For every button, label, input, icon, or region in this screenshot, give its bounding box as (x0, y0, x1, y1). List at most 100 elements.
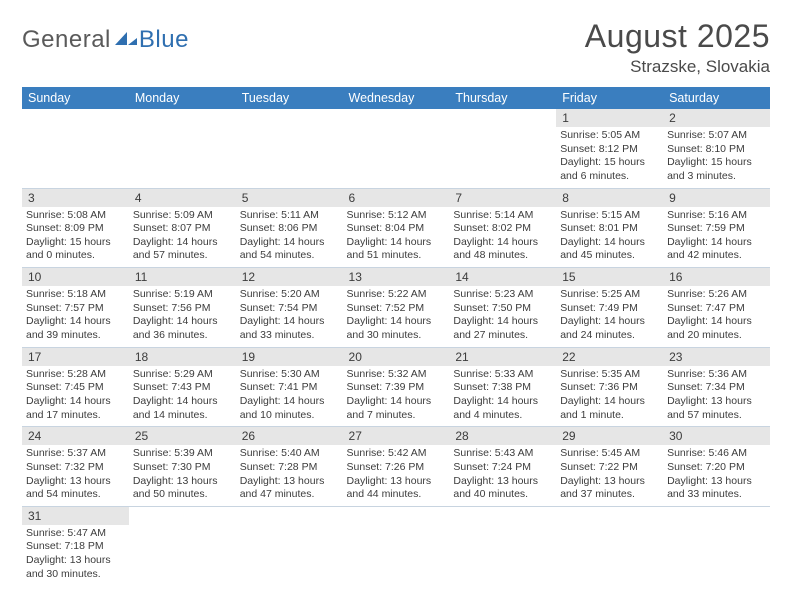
weekday-header: Thursday (449, 87, 556, 109)
day-line-d1: Daylight: 13 hours (667, 395, 766, 409)
calendar-cell: 14Sunrise: 5:23 AMSunset: 7:50 PMDayligh… (449, 268, 556, 348)
day-line-ss: Sunset: 7:39 PM (347, 381, 446, 395)
day-line-d2: and 3 minutes. (667, 170, 766, 184)
empty-daynum (129, 109, 236, 127)
day-line-sr: Sunrise: 5:05 AM (560, 129, 659, 143)
calendar-cell: 13Sunrise: 5:22 AMSunset: 7:52 PMDayligh… (343, 268, 450, 348)
day-line-d1: Daylight: 14 hours (453, 395, 552, 409)
day-number: 22 (556, 348, 663, 366)
day-number: 18 (129, 348, 236, 366)
day-line-d1: Daylight: 14 hours (347, 315, 446, 329)
day-line-d2: and 39 minutes. (26, 329, 125, 343)
day-line-sr: Sunrise: 5:14 AM (453, 209, 552, 223)
day-number: 27 (343, 427, 450, 445)
day-number: 21 (449, 348, 556, 366)
day-line-ss: Sunset: 7:57 PM (26, 302, 125, 316)
day-details: Sunrise: 5:15 AMSunset: 8:01 PMDaylight:… (556, 207, 663, 268)
day-line-ss: Sunset: 7:20 PM (667, 461, 766, 475)
calendar-cell: 27Sunrise: 5:42 AMSunset: 7:26 PMDayligh… (343, 427, 450, 507)
day-details: Sunrise: 5:28 AMSunset: 7:45 PMDaylight:… (22, 366, 129, 427)
day-line-ss: Sunset: 8:10 PM (667, 143, 766, 157)
empty-daynum (343, 109, 450, 127)
day-line-ss: Sunset: 8:09 PM (26, 222, 125, 236)
day-line-ss: Sunset: 7:24 PM (453, 461, 552, 475)
day-line-sr: Sunrise: 5:11 AM (240, 209, 339, 223)
day-line-ss: Sunset: 7:36 PM (560, 381, 659, 395)
day-number: 6 (343, 189, 450, 207)
weekday-header: Monday (129, 87, 236, 109)
calendar-cell (236, 109, 343, 188)
day-line-sr: Sunrise: 5:09 AM (133, 209, 232, 223)
day-details: Sunrise: 5:11 AMSunset: 8:06 PMDaylight:… (236, 207, 343, 268)
day-line-sr: Sunrise: 5:19 AM (133, 288, 232, 302)
logo-sail-icon (113, 30, 139, 48)
day-line-d1: Daylight: 14 hours (240, 395, 339, 409)
day-details: Sunrise: 5:08 AMSunset: 8:09 PMDaylight:… (22, 207, 129, 268)
day-number: 12 (236, 268, 343, 286)
day-line-d2: and 33 minutes. (667, 488, 766, 502)
day-details: Sunrise: 5:42 AMSunset: 7:26 PMDaylight:… (343, 445, 450, 506)
day-number: 16 (663, 268, 770, 286)
day-details: Sunrise: 5:18 AMSunset: 7:57 PMDaylight:… (22, 286, 129, 347)
calendar-cell: 29Sunrise: 5:45 AMSunset: 7:22 PMDayligh… (556, 427, 663, 507)
day-line-ss: Sunset: 8:02 PM (453, 222, 552, 236)
day-line-sr: Sunrise: 5:18 AM (26, 288, 125, 302)
day-line-d2: and 44 minutes. (347, 488, 446, 502)
day-number: 14 (449, 268, 556, 286)
day-line-d1: Daylight: 15 hours (560, 156, 659, 170)
day-line-sr: Sunrise: 5:32 AM (347, 368, 446, 382)
day-number: 11 (129, 268, 236, 286)
calendar-cell: 8Sunrise: 5:15 AMSunset: 8:01 PMDaylight… (556, 188, 663, 268)
day-number: 28 (449, 427, 556, 445)
day-line-sr: Sunrise: 5:26 AM (667, 288, 766, 302)
empty-daynum (22, 109, 129, 127)
weekday-header: Wednesday (343, 87, 450, 109)
title-block: August 2025 Strazske, Slovakia (585, 18, 770, 77)
day-line-ss: Sunset: 8:07 PM (133, 222, 232, 236)
weekday-header: Friday (556, 87, 663, 109)
calendar-cell (449, 506, 556, 585)
day-details: Sunrise: 5:33 AMSunset: 7:38 PMDaylight:… (449, 366, 556, 427)
calendar-cell (449, 109, 556, 188)
day-line-sr: Sunrise: 5:16 AM (667, 209, 766, 223)
day-number: 3 (22, 189, 129, 207)
day-line-ss: Sunset: 7:52 PM (347, 302, 446, 316)
day-line-d2: and 37 minutes. (560, 488, 659, 502)
calendar-cell (129, 109, 236, 188)
day-line-d2: and 17 minutes. (26, 409, 125, 423)
day-line-sr: Sunrise: 5:46 AM (667, 447, 766, 461)
day-line-ss: Sunset: 7:54 PM (240, 302, 339, 316)
day-line-d1: Daylight: 14 hours (240, 315, 339, 329)
logo-text-general: General (22, 26, 111, 54)
day-number: 15 (556, 268, 663, 286)
day-line-d1: Daylight: 14 hours (240, 236, 339, 250)
calendar-cell: 4Sunrise: 5:09 AMSunset: 8:07 PMDaylight… (129, 188, 236, 268)
day-line-d2: and 24 minutes. (560, 329, 659, 343)
day-line-sr: Sunrise: 5:30 AM (240, 368, 339, 382)
day-line-sr: Sunrise: 5:08 AM (26, 209, 125, 223)
day-line-d2: and 7 minutes. (347, 409, 446, 423)
day-number: 5 (236, 189, 343, 207)
day-details: Sunrise: 5:22 AMSunset: 7:52 PMDaylight:… (343, 286, 450, 347)
day-line-sr: Sunrise: 5:45 AM (560, 447, 659, 461)
day-number: 7 (449, 189, 556, 207)
day-line-d1: Daylight: 14 hours (133, 315, 232, 329)
logo: General Blue (22, 26, 189, 54)
day-details: Sunrise: 5:40 AMSunset: 7:28 PMDaylight:… (236, 445, 343, 506)
day-number: 9 (663, 189, 770, 207)
day-line-sr: Sunrise: 5:15 AM (560, 209, 659, 223)
day-line-d2: and 45 minutes. (560, 249, 659, 263)
day-line-d2: and 54 minutes. (240, 249, 339, 263)
day-line-d1: Daylight: 13 hours (667, 475, 766, 489)
day-line-d2: and 33 minutes. (240, 329, 339, 343)
day-line-sr: Sunrise: 5:07 AM (667, 129, 766, 143)
day-number: 1 (556, 109, 663, 127)
calendar-cell: 17Sunrise: 5:28 AMSunset: 7:45 PMDayligh… (22, 347, 129, 427)
calendar-cell: 1Sunrise: 5:05 AMSunset: 8:12 PMDaylight… (556, 109, 663, 188)
day-line-d2: and 36 minutes. (133, 329, 232, 343)
day-line-d2: and 0 minutes. (26, 249, 125, 263)
day-line-sr: Sunrise: 5:25 AM (560, 288, 659, 302)
logo-text-blue: Blue (139, 26, 189, 54)
day-line-d1: Daylight: 14 hours (347, 395, 446, 409)
day-line-d2: and 14 minutes. (133, 409, 232, 423)
